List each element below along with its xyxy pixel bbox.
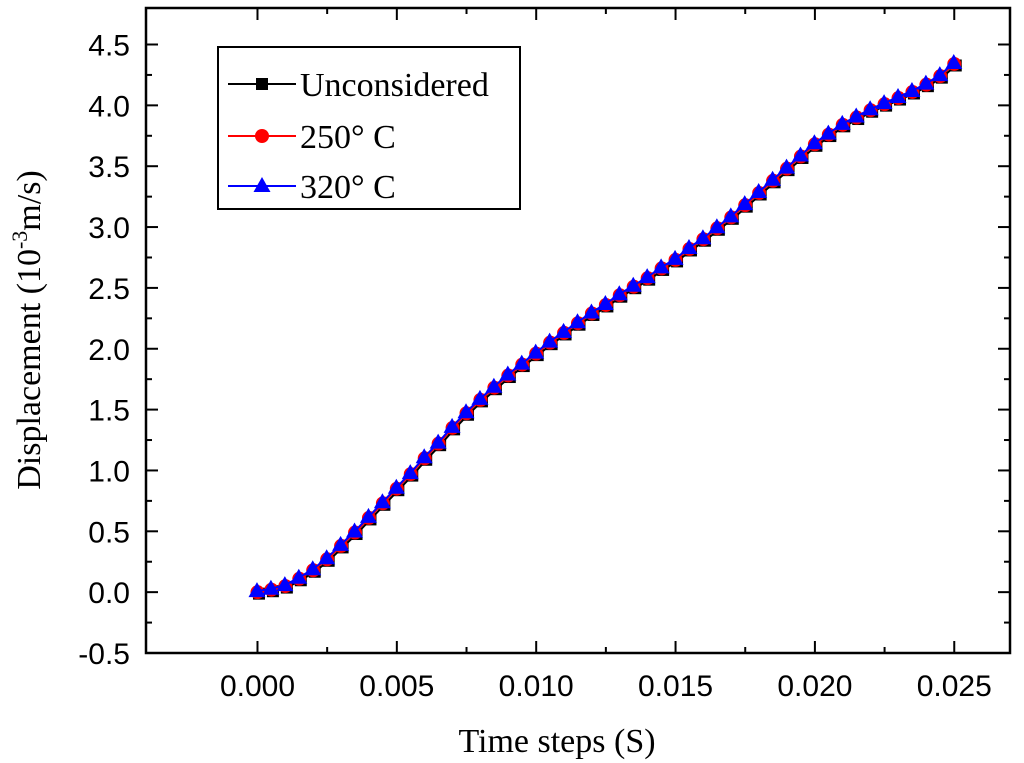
plot-frame <box>144 6 1012 655</box>
y-tick-label: 2.0 <box>88 334 130 367</box>
x-axis-label: Time steps (S) <box>458 723 655 760</box>
x-tick-label: 0.010 <box>499 670 574 703</box>
data-point <box>847 107 865 123</box>
data-point <box>917 74 935 90</box>
data-point <box>833 114 851 130</box>
data-point <box>513 354 531 370</box>
legend-marker <box>253 177 271 192</box>
y-tick-label: -0.5 <box>78 638 130 671</box>
x-tick-label: 0.025 <box>917 670 992 703</box>
data-point <box>415 448 433 464</box>
legend-box <box>217 46 521 210</box>
data-point <box>596 294 614 310</box>
x-tick-label: 0.015 <box>638 670 713 703</box>
data-point <box>903 81 921 97</box>
y-tick-label: 2.5 <box>88 273 130 306</box>
x-tick-label: 0.020 <box>777 670 852 703</box>
data-point <box>346 522 364 538</box>
y-tick-label: 1.5 <box>88 395 130 428</box>
y-tick-label: 0.5 <box>88 516 130 549</box>
y-tick-label: 3.5 <box>88 151 130 184</box>
data-point <box>443 417 461 433</box>
y-tick-label: 4.5 <box>88 30 130 63</box>
data-point <box>582 303 600 319</box>
data-point <box>624 276 642 292</box>
series-triangle <box>248 53 963 598</box>
legend-label: 320° C <box>300 169 396 206</box>
data-point <box>708 218 726 234</box>
data-point <box>373 493 391 509</box>
legend-label: Unconsidered <box>300 67 489 104</box>
data-point <box>722 207 740 223</box>
y-tick-label: 0.0 <box>88 577 130 610</box>
data-point <box>359 507 377 523</box>
data-point <box>248 582 266 598</box>
data-point <box>791 146 809 162</box>
legend: Unconsidered 250° C 320° C <box>217 46 521 210</box>
data-point <box>276 576 294 592</box>
data-point <box>819 124 837 140</box>
data-point <box>527 343 545 359</box>
data-point <box>499 365 517 381</box>
y-axis-label-exponent: -3 <box>7 231 32 249</box>
y-tick-label: 3.0 <box>88 212 130 245</box>
data-point <box>778 158 796 174</box>
data-point <box>694 229 712 245</box>
data-point <box>805 134 823 150</box>
data-point <box>304 560 322 576</box>
data-point <box>666 249 684 265</box>
y-axis-label-base: Displacement (10 <box>11 249 48 490</box>
data-point <box>931 66 949 82</box>
data-point <box>318 549 336 565</box>
data-point <box>875 94 893 110</box>
data-point <box>750 182 768 198</box>
data-point <box>652 258 670 274</box>
data-point <box>945 53 963 69</box>
data-point <box>680 238 698 254</box>
data-point <box>401 464 419 480</box>
data-point <box>555 322 573 338</box>
data-point <box>736 195 754 211</box>
data-point <box>764 170 782 186</box>
data-point <box>861 100 879 116</box>
data-point <box>290 568 308 584</box>
data-point <box>638 268 656 284</box>
y-tick-label: 1.0 <box>88 455 130 488</box>
data-point <box>387 478 405 494</box>
data-point <box>471 389 489 405</box>
axis-ticks <box>146 8 1010 654</box>
y-axis-label-unit: m/s) <box>11 170 48 230</box>
data-point <box>889 88 907 104</box>
legend-marker <box>255 129 269 143</box>
data-point <box>610 285 628 301</box>
data-point <box>541 332 559 348</box>
data-point <box>332 535 350 551</box>
legend-marker <box>256 78 268 90</box>
axis-tick-labels: 0.000 0.005 0.010 0.015 0.020 0.025 -0.5 0.0 0.5… <box>78 30 992 703</box>
y-axis-label: Displacement (10-3m/s) <box>7 170 48 490</box>
data-point <box>457 403 475 419</box>
data-point <box>429 433 447 449</box>
data-point <box>485 377 503 393</box>
x-tick-label: 0.005 <box>359 670 434 703</box>
legend-label: 250° C <box>300 119 396 156</box>
y-tick-label: 4.0 <box>88 90 130 123</box>
x-tick-label: 0.000 <box>220 670 295 703</box>
data-point <box>569 313 586 329</box>
plot-area <box>248 53 963 600</box>
data-point <box>262 579 280 595</box>
